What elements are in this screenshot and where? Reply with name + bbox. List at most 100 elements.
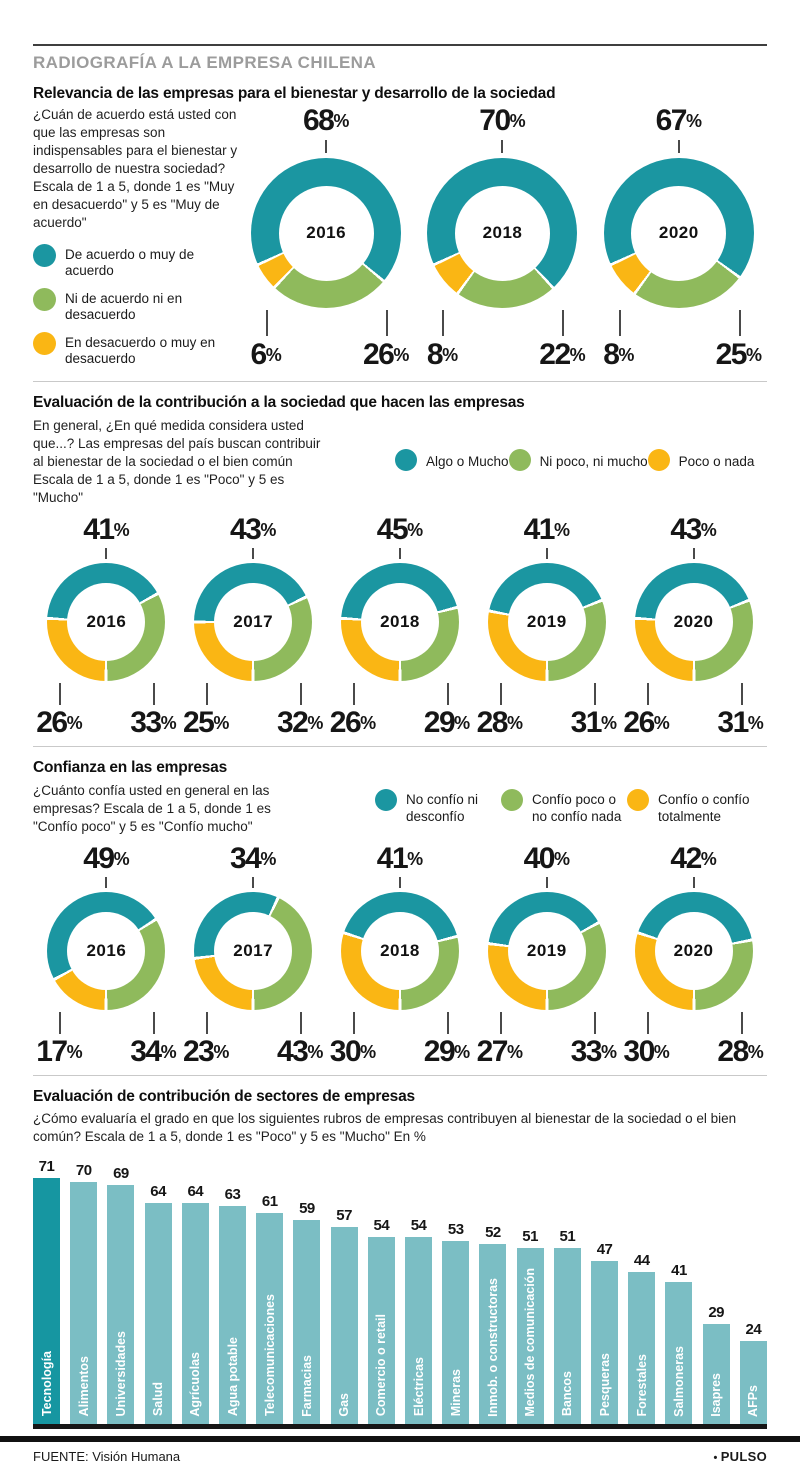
section-2-title: Evaluación de la contribución a la socie… [33, 394, 525, 411]
donut-ring: 2016 [47, 562, 166, 681]
donut-top-value: 40% [523, 841, 570, 875]
donut-bottom-labels: 27% 33% [473, 1010, 620, 1066]
bar-agua-potable: Agua potable [219, 1205, 247, 1424]
donut-bottom-labels: 8% 25% [591, 308, 767, 372]
bar-category-label: Pesqueras [597, 1353, 612, 1417]
donut-year-label: 2020 [658, 223, 699, 242]
percent-sign: % [653, 712, 670, 733]
legend-dot-icon [508, 449, 531, 472]
legend-item: De acuerdo o muy de acuerdo [33, 243, 238, 280]
donut-right-value: 31% [717, 705, 764, 739]
percent-sign: % [407, 848, 424, 869]
donut-right-value: 33% [570, 1034, 617, 1068]
percent-sign: % [160, 712, 177, 733]
bar-column: 61 Telecomunicaciones [256, 1193, 284, 1424]
section-2-intro-row: En general, ¿En qué medida considera ust… [33, 417, 767, 507]
bar-column: 64 Salud [144, 1183, 172, 1424]
callout-tick [545, 547, 548, 559]
legend-dot-icon [33, 287, 56, 311]
percent-sign: % [265, 345, 282, 365]
bar-column: 24 AFPs [739, 1321, 767, 1424]
bar-category-label: Mineras [448, 1369, 463, 1417]
kicker-title: RADIOGRAFÍA A LA EMPRESA CHILENA [33, 53, 377, 72]
callout-tick [593, 1011, 596, 1034]
donut-right-value: 33% [130, 705, 177, 739]
percent-sign: % [686, 111, 703, 131]
callout-tick [153, 1011, 156, 1034]
callout-tick [545, 876, 548, 888]
donut-top-value: 41% [83, 512, 130, 546]
bar-comercio-o-retail: Comercio o retail [367, 1236, 395, 1424]
donut-chart-2018: 70% 2018 8% 22% [414, 106, 590, 372]
callout-tick [206, 682, 209, 705]
legend-label: Confío o confío totalmente [658, 792, 750, 824]
donut-bottom-labels: 30% 28% [620, 1010, 767, 1066]
bar-category-label: Agua potable [225, 1337, 240, 1417]
legend-dot-icon [647, 449, 670, 472]
donut-left-value: 23% [182, 1034, 230, 1068]
callout-tick [105, 547, 108, 559]
section-divider [33, 1074, 767, 1076]
section-1-left-column: ¿Cuán de acuerdo está usted con que las … [33, 106, 238, 372]
donut-chart-2017: 43% 2017 25% 32% [180, 514, 327, 737]
bar-chart-axis [33, 1423, 767, 1429]
percent-sign: % [653, 1041, 670, 1062]
footer: FUENTE: Visión Humana • PULSO [33, 1449, 767, 1463]
bar-column: 52 Inmob. o constructoras [479, 1223, 507, 1424]
bar-value-label: 52 [485, 1223, 501, 1241]
donut-right-value: 22% [539, 338, 586, 371]
bar-value-label: 51 [559, 1227, 576, 1245]
legend-item: En desacuerdo o muy en desacuerdo [33, 331, 238, 368]
donut-right-value: 34% [130, 1034, 177, 1068]
donut-top-value: 45% [376, 512, 424, 546]
callout-tick [562, 310, 565, 336]
donut-hole: 2016 [67, 582, 146, 661]
donut-year-label: 2017 [233, 611, 274, 631]
callout-tick [618, 310, 621, 336]
callout-tick [499, 682, 502, 705]
donut-bottom-labels: 25% 32% [180, 681, 327, 737]
brand-bullet-icon: • [713, 1451, 718, 1463]
percent-sign: % [454, 712, 471, 733]
donut-bottom-labels: 26% 33% [33, 681, 180, 737]
donut-hole: 2019 [507, 582, 586, 661]
donut-bottom-labels: 30% 29% [327, 1010, 474, 1066]
bar-category-label: Tecnología [39, 1351, 54, 1417]
section-3-intro: ¿Cuánto confía usted en general en las e… [33, 782, 271, 834]
percent-sign: % [442, 345, 459, 365]
donut-top-value: 70% [479, 104, 526, 137]
bar-column: 57 Gas [330, 1207, 358, 1424]
bar-farmacias: Farmacias [293, 1219, 321, 1424]
bar-column: 29 Isapres [702, 1304, 730, 1424]
callout-tick [398, 547, 401, 559]
donut-ring: 2018 [427, 158, 578, 308]
bar-value-label: 64 [187, 1182, 204, 1200]
callout-tick [446, 682, 449, 705]
donut-left-value: 26% [36, 705, 83, 739]
donut-top-value: 41% [523, 512, 570, 546]
percent-sign: % [66, 712, 83, 733]
section-2-intro: En general, ¿En qué medida considera ust… [33, 418, 321, 505]
section-3-title: Confianza en las empresas [33, 758, 227, 776]
legend-dot-icon [501, 789, 523, 812]
bar-tecnolog-a: Tecnología [33, 1177, 60, 1424]
percent-sign: % [745, 345, 763, 365]
bar-value-label: 41 [671, 1261, 687, 1279]
donut-chart-2017: 34% 2017 23% 43% [180, 843, 327, 1068]
callout-tick [252, 876, 255, 888]
bar-column: 47 Pesqueras [591, 1241, 619, 1424]
callout-tick [252, 547, 255, 559]
legend-dot-icon [395, 449, 417, 472]
section-divider [33, 745, 767, 747]
sector-bar-chart: 71 Tecnología 70 Alimentos 69 Universidades 64… [33, 1158, 767, 1429]
bar-salud: Salud [144, 1202, 172, 1424]
percent-sign: % [506, 1041, 523, 1062]
donut-chart-2018: 41% 2018 30% 29% [327, 843, 474, 1066]
percent-sign: % [213, 1041, 230, 1062]
bar-alimentos: Alimentos [70, 1181, 98, 1424]
donut-hole: 2016 [278, 185, 374, 281]
donut-right-value: 26% [362, 338, 410, 371]
donut-chart-2018: 45% 2018 26% 29% [327, 512, 474, 737]
bar-category-label: Medios de comunicación [523, 1267, 538, 1417]
donut-left-value: 8% [603, 338, 635, 371]
